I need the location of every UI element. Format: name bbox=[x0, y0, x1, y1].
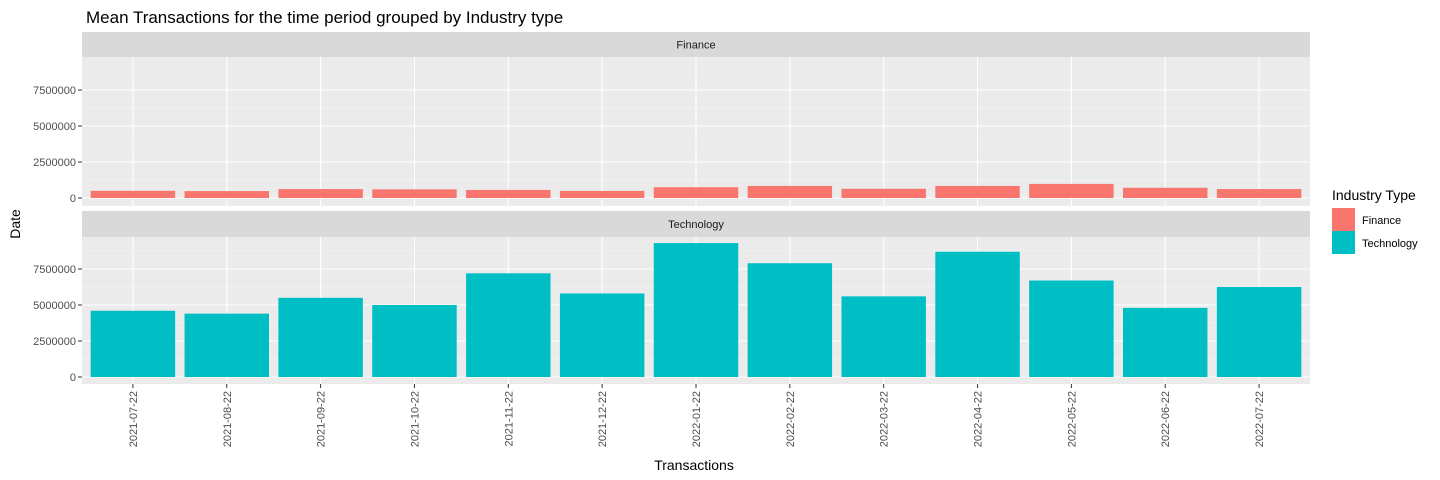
x-tick-label: 2022-04-22 bbox=[973, 391, 985, 447]
bar-finance-2022-03-22 bbox=[841, 188, 926, 198]
bar-technology-2022-02-22 bbox=[747, 263, 833, 377]
y-tick-label: 2500000 bbox=[33, 157, 76, 169]
legend: Industry Type Finance Technology bbox=[1332, 187, 1418, 254]
y-tick-label: 2500000 bbox=[33, 336, 76, 348]
bar-finance-2022-04-22 bbox=[935, 185, 1020, 198]
y-tick-label: 5000000 bbox=[33, 121, 76, 133]
x-axis: 2021-07-22 2021-08-22 2021-09-22 2021-10-22… bbox=[128, 384, 1266, 447]
legend-title: Industry Type bbox=[1332, 187, 1416, 203]
facet-strip-label: Finance bbox=[676, 40, 715, 52]
bar-technology-2021-08-22 bbox=[184, 313, 269, 377]
y-tick-label: 7500000 bbox=[33, 264, 76, 276]
x-axis-title: Transactions bbox=[654, 457, 734, 473]
x-tick-label: 2021-12-22 bbox=[597, 391, 609, 447]
x-tick-label: 2022-02-22 bbox=[785, 391, 797, 447]
bar-finance-2021-10-22 bbox=[372, 189, 457, 198]
x-tick-label: 2021-07-22 bbox=[128, 391, 140, 447]
bar-finance-2022-07-22 bbox=[1216, 189, 1302, 198]
facet-strip bbox=[82, 32, 1310, 57]
bar-technology-2021-07-22 bbox=[90, 310, 176, 377]
bar-finance-2022-05-22 bbox=[1029, 183, 1114, 198]
facet-strip bbox=[82, 211, 1310, 237]
bar-technology-2022-07-22 bbox=[1216, 287, 1302, 377]
x-tick-label: 2021-08-22 bbox=[222, 391, 234, 447]
facet-panel-finance: Finance 0 2500000 5000000 7500000 bbox=[33, 32, 1310, 206]
chart-title: Mean Transactions for the time period gr… bbox=[86, 8, 563, 27]
bar-technology-2022-03-22 bbox=[841, 296, 926, 377]
bar-finance-2021-09-22 bbox=[278, 189, 363, 198]
bar-technology-2022-01-22 bbox=[653, 243, 739, 377]
x-tick-label: 2021-09-22 bbox=[316, 391, 328, 447]
bar-technology-2022-06-22 bbox=[1123, 307, 1208, 377]
x-tick-label: 2022-03-22 bbox=[879, 391, 891, 447]
bar-technology-2022-05-22 bbox=[1029, 280, 1114, 377]
x-tick-label: 2022-05-22 bbox=[1066, 391, 1078, 447]
y-tick-label: 5000000 bbox=[33, 300, 76, 312]
bar-finance-2021-07-22 bbox=[90, 190, 176, 198]
legend-label-finance: Finance bbox=[1362, 215, 1401, 227]
x-tick-label: 2022-01-22 bbox=[691, 391, 703, 447]
y-tick-label: 0 bbox=[70, 372, 76, 384]
bar-technology-2021-12-22 bbox=[559, 293, 645, 377]
y-tick-label: 0 bbox=[70, 193, 76, 205]
legend-label-technology: Technology bbox=[1362, 238, 1418, 250]
bar-finance-2021-08-22 bbox=[184, 191, 269, 198]
bar-finance-2021-12-22 bbox=[559, 190, 645, 198]
legend-swatch-finance bbox=[1332, 208, 1355, 231]
x-tick-label: 2021-10-22 bbox=[409, 391, 421, 447]
x-tick-label: 2022-06-22 bbox=[1160, 391, 1172, 447]
y-tick-label: 7500000 bbox=[33, 85, 76, 97]
bar-technology-2021-09-22 bbox=[278, 297, 363, 377]
bar-technology-2021-10-22 bbox=[372, 305, 457, 377]
bar-finance-2021-11-22 bbox=[466, 189, 551, 198]
bar-technology-2021-11-22 bbox=[466, 273, 551, 377]
bar-technology-2022-04-22 bbox=[935, 251, 1020, 377]
bar-finance-2022-01-22 bbox=[653, 187, 739, 198]
legend-swatch-technology bbox=[1332, 231, 1355, 254]
x-tick-label: 2022-07-22 bbox=[1254, 391, 1266, 447]
x-tick-label: 2021-11-22 bbox=[503, 391, 515, 446]
bar-finance-2022-02-22 bbox=[747, 185, 833, 198]
y-axis-title: Date bbox=[7, 209, 23, 239]
facet-strip-label: Technology bbox=[668, 219, 724, 231]
bar-finance-2022-06-22 bbox=[1123, 187, 1208, 198]
facet-panel-technology: Technology 0 2500000 5000000 7500000 bbox=[33, 211, 1310, 384]
